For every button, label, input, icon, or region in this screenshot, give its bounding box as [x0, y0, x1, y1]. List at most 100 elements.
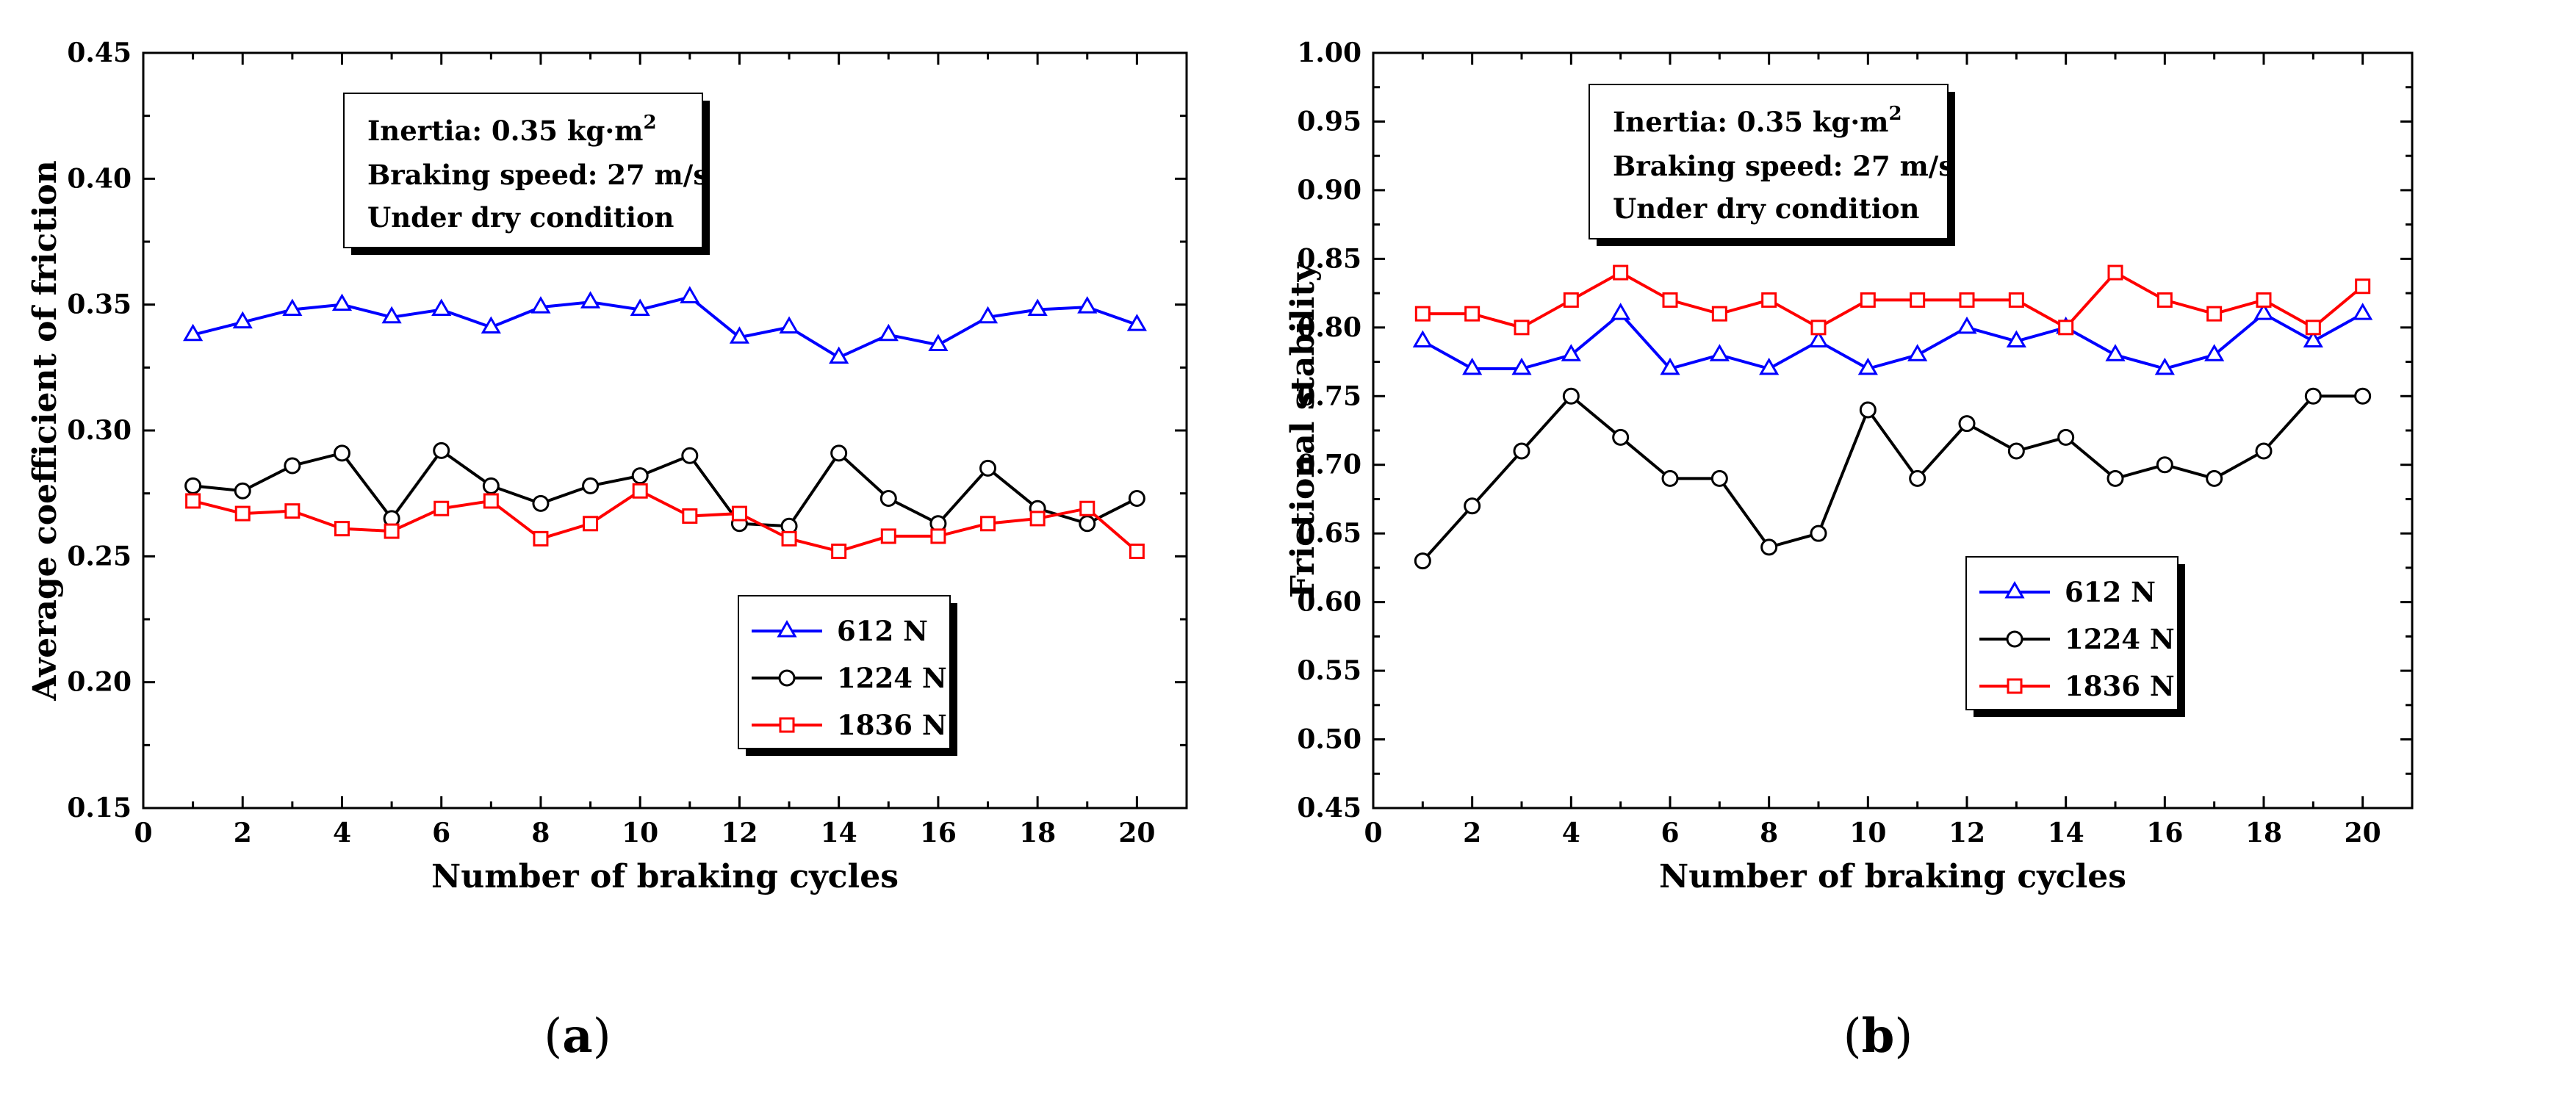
data-point-1836-n	[731, 505, 747, 522]
series-line-612-n	[193, 295, 1138, 359]
data-point-1836-n	[781, 530, 797, 547]
info-box	[1589, 84, 1949, 239]
data-point-1224-n	[433, 441, 450, 459]
y-tick-label: 0.80	[1297, 312, 1361, 343]
series-1836-n	[185, 483, 1145, 559]
chart-b: 0 2 4 6 8 10 12 14 16 18 20 0.45 0.50 0.55 0.60 0.65 0.7…	[1284, 37, 2414, 1064]
caption-open-paren: (	[1843, 1009, 1862, 1064]
legend-marker-612-n	[777, 620, 797, 638]
data-point-612-n	[2154, 357, 2175, 375]
x-tick-label: 14	[2048, 818, 2084, 848]
data-point-1836-n	[1959, 292, 1975, 308]
info-inertia-superscript: 2	[1888, 103, 1902, 125]
data-point-612-n	[779, 316, 799, 334]
x-tick-label: 6	[1661, 818, 1679, 848]
legend	[1965, 556, 2179, 710]
data-point-612-n	[1857, 357, 1878, 375]
x-tick-label: 4	[1562, 818, 1580, 848]
data-point-1224-n	[2156, 456, 2173, 474]
x-tick-label: 16	[920, 818, 957, 848]
series-1224-n	[1414, 387, 2372, 570]
info-braking-speed: Braking speed: 27 m/s	[367, 159, 708, 191]
data-point-1224-n	[1661, 469, 1679, 487]
chart-a: 0 2 4 6 8 10 12 14 16 18 20 0.15 0.20 0.25 0.30 0.35 0.4…	[26, 37, 1188, 1064]
data-point-1836-n	[2058, 320, 2074, 336]
y-tick-label: 0.60	[1297, 587, 1361, 618]
x-tick-label: 20	[2345, 818, 2381, 848]
data-point-1224-n	[1958, 415, 1976, 433]
data-point-1224-n	[482, 477, 500, 494]
data-point-1836-n	[1129, 543, 1145, 559]
data-point-1836-n	[2256, 292, 2272, 308]
data-point-1224-n	[2206, 469, 2223, 487]
data-point-1224-n	[1859, 401, 1877, 419]
data-point-1836-n	[1910, 292, 1926, 308]
series-612-n	[183, 286, 1147, 364]
data-point-1836-n	[483, 493, 499, 509]
x-tick-label: 12	[1949, 818, 1985, 848]
info-condition: Under dry condition	[367, 201, 674, 234]
x-tick-label: 16	[2146, 818, 2183, 848]
y-tick-label: 0.15	[67, 793, 132, 823]
caption-close-paren: )	[593, 1009, 611, 1064]
data-point-1224-n	[879, 490, 897, 508]
data-point-1836-n	[284, 503, 301, 519]
data-point-1224-n	[2057, 428, 2075, 446]
data-point-1224-n	[1464, 497, 1481, 515]
info-inertia-text: Inertia: 0.35 kg·m	[367, 115, 643, 147]
data-point-1836-n	[632, 483, 648, 499]
data-point-1836-n	[2206, 306, 2223, 322]
data-point-1224-n	[2007, 442, 2025, 460]
data-point-1224-n	[1760, 538, 1778, 556]
data-point-1836-n	[1563, 292, 1579, 308]
data-point-1224-n	[1562, 387, 1580, 405]
data-point-1224-n	[2255, 442, 2273, 460]
data-point-1224-n	[1710, 469, 1728, 487]
y-axis-title: Frictional stability	[1288, 262, 1322, 598]
x-axis-title: Number of braking cycles	[1659, 858, 2126, 895]
y-tick-label: 0.25	[67, 541, 132, 572]
data-point-612-n	[232, 311, 253, 329]
data-point-1224-n	[1810, 524, 1827, 542]
data-point-1224-n	[979, 459, 997, 477]
legend-marker-1836-n	[2007, 678, 2023, 694]
y-tick-label: 0.35	[67, 289, 132, 320]
data-point-612-n	[2253, 303, 2274, 320]
data-point-1224-n	[2354, 387, 2372, 405]
data-point-1836-n	[1464, 306, 1481, 322]
data-point-612-n	[1808, 330, 1829, 348]
data-point-1836-n	[2008, 292, 2024, 308]
data-point-1836-n	[2107, 264, 2123, 281]
legend	[738, 595, 951, 749]
data-point-1224-n	[1414, 552, 1431, 570]
data-point-612-n	[1462, 357, 1483, 375]
data-point-1836-n	[682, 508, 698, 524]
data-point-1836-n	[2355, 278, 2371, 295]
x-tick-label: 12	[721, 818, 758, 848]
data-point-1836-n	[384, 523, 400, 539]
data-point-1224-n	[1909, 469, 1926, 487]
y-tick-label: 0.30	[67, 415, 132, 446]
data-point-612-n	[1611, 303, 1631, 320]
y-tick-label: 0.85	[1297, 243, 1361, 274]
data-point-612-n	[1511, 357, 1532, 375]
x-axis-title: Number of braking cycles	[431, 858, 899, 895]
data-point-612-n	[282, 298, 303, 317]
series-line-612-n	[1422, 311, 2364, 371]
data-point-612-n	[580, 291, 601, 309]
info-box	[343, 93, 703, 248]
data-point-612-n	[1126, 314, 1147, 331]
data-point-1224-n	[1079, 515, 1096, 533]
data-point-612-n	[1660, 357, 1680, 375]
y-tick-label: 0.20	[67, 667, 132, 698]
x-tick-label: 20	[1118, 818, 1155, 848]
data-point-1836-n	[2305, 320, 2321, 336]
data-point-612-n	[1412, 330, 1433, 348]
data-point-1836-n	[1514, 320, 1530, 336]
x-tick-label: 10	[1849, 818, 1886, 848]
data-point-612-n	[381, 306, 402, 324]
data-point-1836-n	[334, 521, 350, 537]
data-point-612-n	[1561, 344, 1581, 361]
data-point-1224-n	[234, 482, 251, 500]
y-tick-label: 0.50	[1297, 724, 1361, 755]
